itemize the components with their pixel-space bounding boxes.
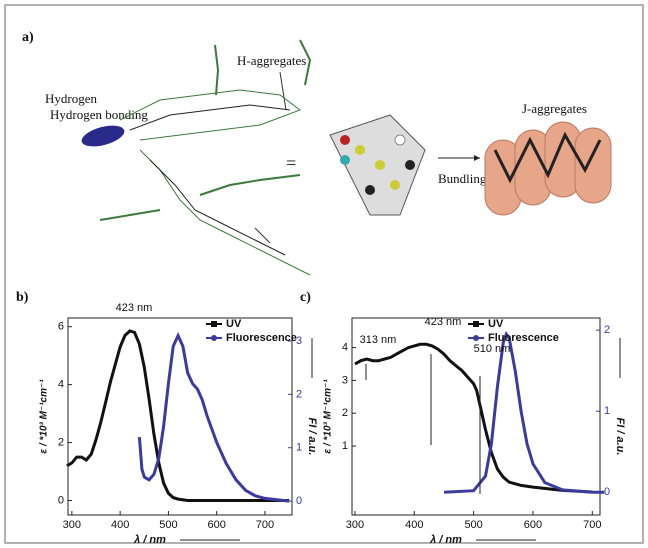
x-tick-label: 300 <box>346 519 364 531</box>
y2-tick-label: 1 <box>604 405 610 417</box>
hydrogen-bond-ellipse <box>81 125 125 147</box>
panel-label: a) <box>22 30 34 45</box>
arrow <box>279 71 287 111</box>
arrow <box>254 227 271 244</box>
y-tick-label: 0 <box>58 494 64 506</box>
figure-border <box>4 4 644 544</box>
hydrogen-label: Hydrogen <box>45 91 97 106</box>
molecular-structure <box>99 39 312 276</box>
legend-label: Fluorescence <box>488 332 559 344</box>
x-axis-label: λ / nm <box>133 534 166 546</box>
annotation: 510 nm <box>474 343 511 355</box>
legend-label: Fluorescence <box>226 332 297 344</box>
y-tick-label: 3 <box>342 374 348 386</box>
y-tick-label: 6 <box>58 321 64 333</box>
j-aggregate-cylinders <box>484 121 612 216</box>
x-tick-label: 500 <box>464 519 482 531</box>
y2-tick-label: 2 <box>604 324 610 336</box>
legend-marker <box>473 321 479 327</box>
annotation: 423 nm <box>425 316 462 328</box>
y-tick-label: 4 <box>58 379 64 391</box>
legend-label: UV <box>488 318 504 330</box>
y-tick-label: 4 <box>342 341 348 353</box>
legend-marker <box>211 321 217 327</box>
annotation: 423 nm <box>116 302 153 314</box>
y2-tick-label: 2 <box>296 388 302 400</box>
x-tick-label: 400 <box>111 519 129 531</box>
y-axis-label: ε / *10³ M⁻¹cm⁻¹ <box>39 379 50 454</box>
x-tick-label: 300 <box>63 519 81 531</box>
data-line <box>443 331 605 494</box>
equals-sign: = <box>286 153 296 173</box>
x-tick-label: 700 <box>256 519 274 531</box>
y-axis-label: ε / *10³ M⁻¹cm⁻¹ <box>323 379 334 454</box>
panel-label: c) <box>300 290 311 305</box>
j-aggregates-label: J-aggregates <box>522 101 587 116</box>
y-tick-label: 2 <box>342 407 348 419</box>
bundle-illustration <box>329 114 426 216</box>
plot-frame <box>67 317 293 516</box>
y-tick-label: 2 <box>58 436 64 448</box>
panel-label: b) <box>16 290 29 305</box>
x-tick-label: 500 <box>159 519 177 531</box>
legend-marker <box>211 335 217 341</box>
x-tick-label: 600 <box>524 519 542 531</box>
y2-axis-label: FI / a.u. <box>306 418 318 456</box>
legend-label: UV <box>226 318 242 330</box>
annotation: 313 nm <box>360 334 397 346</box>
data-line <box>137 331 290 503</box>
y2-axis-label: FI / a.u. <box>614 418 626 456</box>
hydrogen-bonding-label: Hydrogen bonding <box>50 107 148 122</box>
y2-tick-label: 3 <box>296 335 302 347</box>
x-tick-label: 700 <box>583 519 601 531</box>
h-aggregates-label: H-aggregates <box>237 53 306 68</box>
x-tick-label: 400 <box>405 519 423 531</box>
data-line <box>66 329 290 502</box>
y2-tick-label: 0 <box>604 486 610 498</box>
y2-tick-label: 1 <box>296 442 302 454</box>
bundling-label: Bundling <box>438 171 487 186</box>
y-tick-label: 1 <box>342 440 348 452</box>
legend-marker <box>473 335 479 341</box>
x-axis-label: λ / nm <box>429 534 462 546</box>
data-line <box>354 342 593 494</box>
y2-tick-label: 0 <box>296 495 302 507</box>
plot-frame <box>351 317 601 516</box>
arrowhead <box>474 155 480 161</box>
x-tick-label: 600 <box>208 519 226 531</box>
